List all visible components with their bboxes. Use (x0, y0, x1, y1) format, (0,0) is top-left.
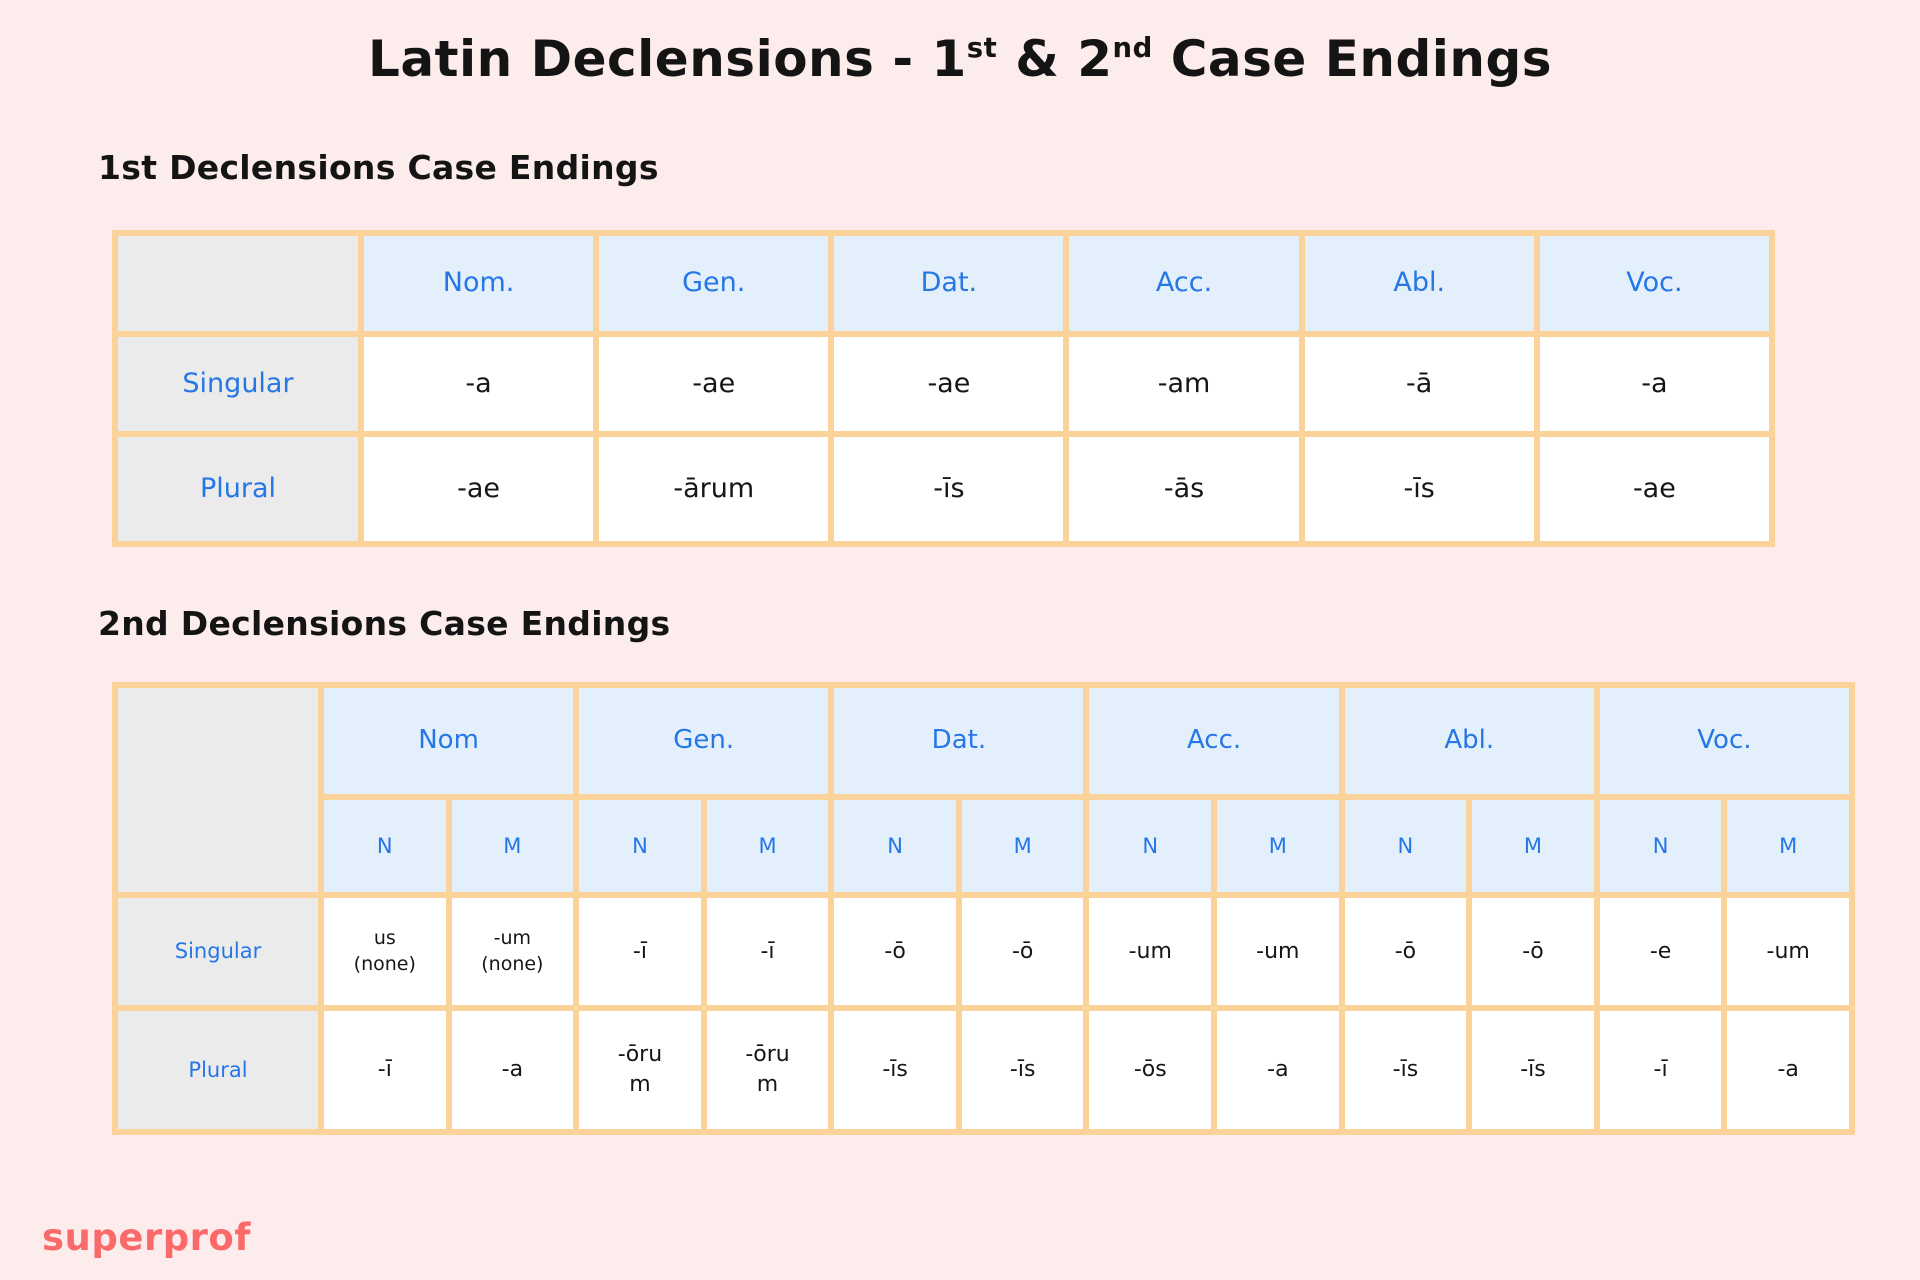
t2-cell-plural-acc-m: -a (1211, 1005, 1345, 1135)
col-header-nom: Nom. (357, 230, 600, 337)
t2-cell-plural-nom-n: -ī (318, 1005, 452, 1135)
page-title: Latin Declensions - 1st & 2nd Case Endin… (0, 30, 1920, 88)
table-row: Plural -ae -ārum -īs -ās -īs -ae (112, 431, 1776, 547)
t2-cell-singular-nom-m: -um (none) (445, 892, 580, 1011)
t2-cell-singular-voc-n: -e (1593, 892, 1728, 1011)
col-header-nom: Nom (317, 682, 580, 800)
superprof-logo: superprof (42, 1216, 251, 1259)
subcol-header-nom-m: M (445, 794, 580, 898)
section-heading-first-declension: 1st Declensions Case Endings (98, 148, 659, 187)
t1-cell-plural-dat: -īs (828, 431, 1070, 547)
subcol-header-abl-n: N (1338, 794, 1473, 898)
t2-cell-singular-abl-n: -ō (1338, 892, 1473, 1011)
table-row: Singular -a -ae -ae -am -ā -a (112, 331, 1776, 437)
col-header-acc: Acc. (1083, 682, 1345, 800)
t2-cell-singular-nom-n: us (none) (318, 892, 452, 1011)
t2-cell-plural-abl-m: -īs (1466, 1005, 1600, 1135)
t2-cell-singular-gen-n: -ī (573, 892, 707, 1011)
col-header-dat: Dat. (828, 230, 1070, 337)
t2-cell-plural-acc-n: -ōs (1083, 1005, 1218, 1135)
row-label-singular: Singular (112, 331, 364, 437)
subcol-header-gen-m: M (700, 794, 835, 898)
subcol-header-acc-n: N (1083, 794, 1218, 898)
col-header-voc: Voc. (1593, 682, 1856, 800)
subcol-header-abl-m: M (1466, 794, 1600, 898)
subcol-header-voc-n: N (1593, 794, 1728, 898)
title-segment: Case Endings (1152, 30, 1553, 88)
title-segment: & 2 (997, 30, 1113, 88)
row-label-plural: Plural (112, 431, 364, 547)
col-header-abl: Abl. (1338, 682, 1600, 800)
table-row: Singular us (none) -um (none) -ī -ī -ō -… (112, 892, 1855, 1011)
t1-cell-singular-nom: -a (357, 331, 600, 437)
t2-cell-singular-gen-m: -ī (700, 892, 835, 1011)
subcol-header-voc-m: M (1721, 794, 1855, 898)
corner-cell (112, 230, 364, 337)
subcol-header-nom-n: N (318, 794, 452, 898)
t1-cell-singular-dat: -ae (828, 331, 1070, 437)
t1-cell-plural-voc: -ae (1533, 431, 1776, 547)
t1-cell-singular-gen: -ae (593, 331, 835, 437)
t1-cell-singular-voc: -a (1533, 331, 1776, 437)
t2-cell-plural-gen-n: -ōru m (573, 1005, 707, 1135)
t2-cell-plural-nom-m: -a (445, 1005, 580, 1135)
first-declension-table: Nom. Gen. Dat. Acc. Abl. Voc. Singular -… (112, 230, 1776, 547)
t2-cell-singular-acc-m: -um (1211, 892, 1345, 1011)
t1-cell-plural-abl: -īs (1298, 431, 1540, 547)
corner-cell (112, 682, 324, 898)
t2-cell-singular-dat-n: -ō (828, 892, 962, 1011)
subcol-header-gen-n: N (573, 794, 707, 898)
second-declension-table: Nom Gen. Dat. Acc. Abl. Voc. N M N M N M… (112, 682, 1856, 1135)
t2-cell-plural-voc-n: -ī (1593, 1005, 1728, 1135)
t2-cell-plural-voc-m: -a (1721, 1005, 1855, 1135)
t2-cell-singular-voc-m: -um (1721, 892, 1855, 1011)
col-header-acc: Acc. (1063, 230, 1305, 337)
t2-cell-plural-abl-n: -īs (1338, 1005, 1473, 1135)
t1-cell-plural-acc: -ās (1063, 431, 1305, 547)
subcol-header-dat-n: N (828, 794, 962, 898)
table-row: Plural -ī -a -ōru m -ōru m -īs -īs -ōs -… (112, 1005, 1855, 1135)
col-header-gen: Gen. (593, 230, 835, 337)
title-superscript-nd: nd (1112, 31, 1153, 64)
subcol-header-acc-m: M (1211, 794, 1345, 898)
t2-cell-singular-abl-m: -ō (1466, 892, 1600, 1011)
t2-cell-plural-dat-m: -īs (955, 1005, 1090, 1135)
t2-cell-plural-gen-m: -ōru m (700, 1005, 835, 1135)
t1-cell-plural-nom: -ae (357, 431, 600, 547)
t1-cell-singular-acc: -am (1063, 331, 1305, 437)
section-heading-second-declension: 2nd Declensions Case Endings (98, 604, 671, 643)
t2-cell-singular-acc-n: -um (1083, 892, 1218, 1011)
row-label-singular: Singular (112, 892, 324, 1011)
title-superscript-st: st (966, 31, 998, 64)
col-header-voc: Voc. (1533, 230, 1776, 337)
row-label-plural: Plural (112, 1005, 324, 1135)
t1-cell-plural-gen: -ārum (593, 431, 835, 547)
col-header-gen: Gen. (573, 682, 835, 800)
title-segment: Latin Declensions - 1 (367, 30, 967, 88)
t2-cell-singular-dat-m: -ō (955, 892, 1090, 1011)
subcol-header-dat-m: M (955, 794, 1090, 898)
t2-cell-plural-dat-n: -īs (828, 1005, 962, 1135)
col-header-abl: Abl. (1298, 230, 1540, 337)
col-header-dat: Dat. (828, 682, 1090, 800)
t1-cell-singular-abl: -ā (1298, 331, 1540, 437)
